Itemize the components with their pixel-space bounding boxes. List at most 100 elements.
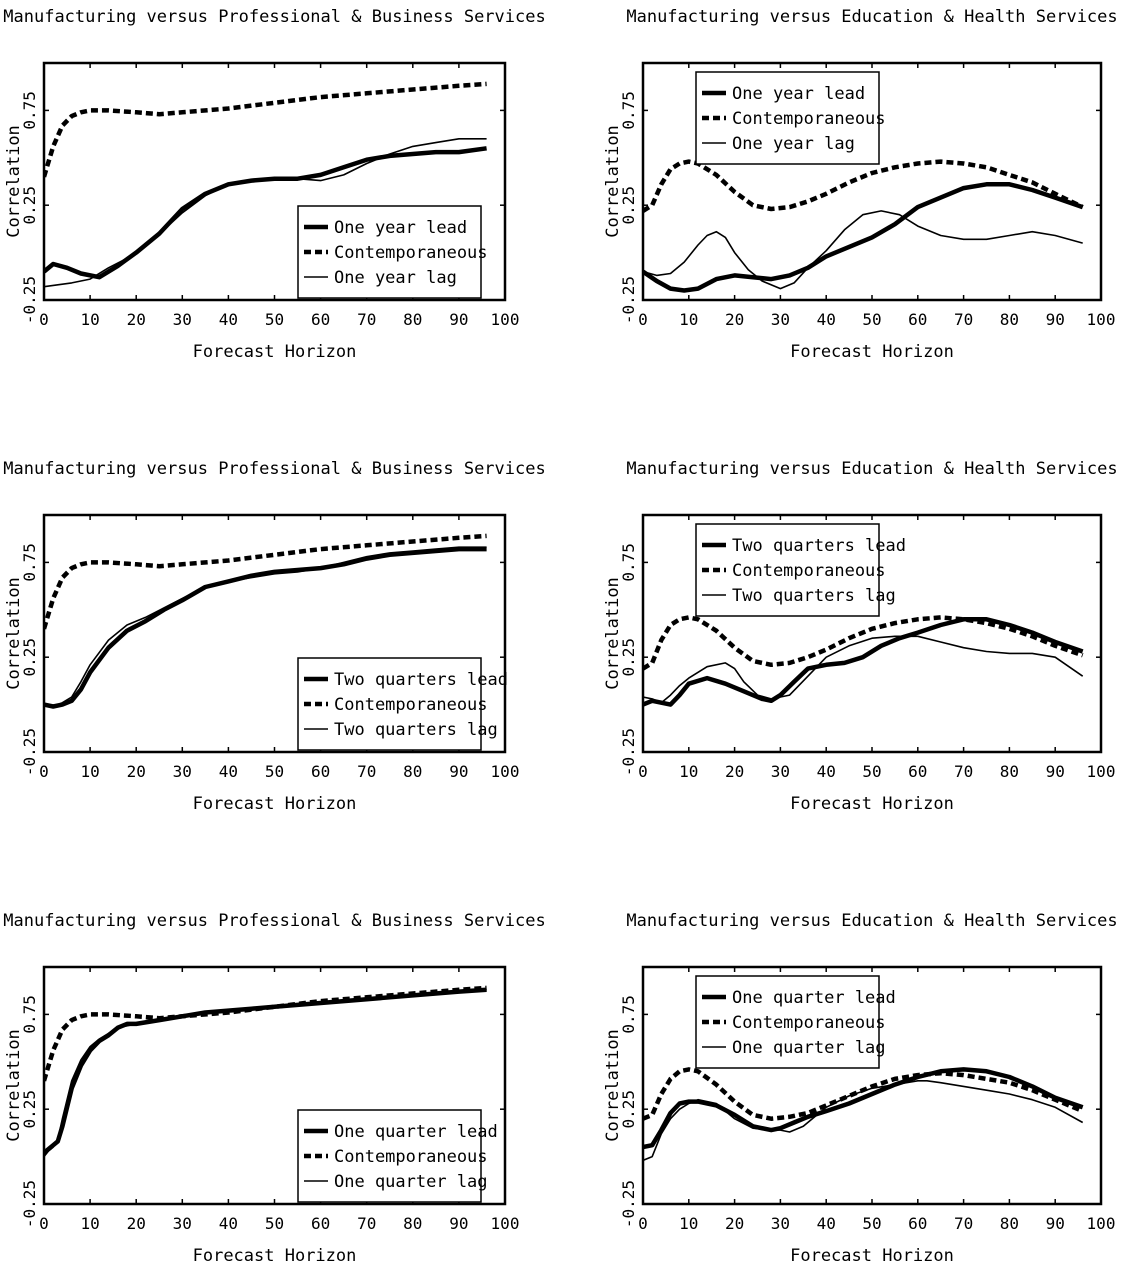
x-tick-label: 40 [817, 1214, 836, 1233]
x-tick-label: 20 [725, 762, 744, 781]
y-tick-label: -0.25 [20, 276, 39, 324]
x-tick-label: 90 [1046, 310, 1065, 329]
legend-entry: Contemporaneous [334, 695, 488, 715]
legend: Two quarters lead Contemporaneous Two quar… [695, 523, 906, 617]
legend: One quarter lead Contemporaneous One quart… [695, 975, 896, 1069]
x-tick-label: 70 [954, 762, 973, 781]
x-tick-label: 10 [80, 762, 99, 781]
x-tick-label: 80 [1000, 310, 1019, 329]
y-tick-label: 0.25 [619, 1090, 638, 1129]
y-axis-label: Correlation [4, 1029, 24, 1142]
x-tick-label: 60 [908, 310, 927, 329]
x-tick-label: 20 [127, 310, 146, 329]
chart-title: Manufacturing versus Education & Health … [626, 7, 1117, 27]
series-line-thin-solid [44, 138, 487, 288]
x-tick-label: 40 [219, 1214, 238, 1233]
x-tick-label: 80 [403, 762, 422, 781]
series-line-thin-solid [44, 989, 487, 1158]
x-tick-label: 30 [173, 762, 192, 781]
x-axis-label: Forecast Horizon [193, 1246, 357, 1266]
x-tick-label: 60 [311, 1214, 330, 1233]
chart-panel-6: Manufacturing versus Education & Health … [603, 911, 1118, 1266]
series-line-dashed [44, 81, 487, 178]
x-axis-label: Forecast Horizon [790, 1246, 954, 1266]
series-line-thin-solid [643, 1080, 1084, 1162]
legend-entry: Two quarters lag [334, 720, 498, 740]
x-tick-label: 70 [357, 1214, 376, 1233]
x-tick-label: 10 [80, 310, 99, 329]
x-tick-label: 50 [265, 1214, 284, 1233]
legend: One year lead Contemporaneous One year lag [297, 205, 488, 299]
y-tick-label: 0.25 [619, 186, 638, 225]
x-tick-label: 100 [1087, 1214, 1116, 1233]
y-axis-label: Correlation [4, 125, 24, 238]
series-line-dashed [44, 533, 487, 630]
x-tick-label: 100 [1087, 310, 1116, 329]
legend-entry: Two quarters lead [334, 670, 508, 690]
chart-panel-4: Manufacturing versus Education & Health … [603, 459, 1118, 814]
x-tick-label: 80 [403, 1214, 422, 1233]
x-tick-label: 0 [39, 1214, 49, 1233]
x-tick-label: 10 [679, 1214, 698, 1233]
legend-entry: One quarter lead [334, 1122, 498, 1142]
legend-entry: One year lag [334, 268, 457, 288]
x-tick-label: 90 [1046, 762, 1065, 781]
x-tick-label: 80 [1000, 762, 1019, 781]
x-tick-label: 50 [265, 310, 284, 329]
x-axis-label: Forecast Horizon [790, 794, 954, 814]
x-tick-label: 40 [817, 762, 836, 781]
chart-title: Manufacturing versus Education & Health … [626, 911, 1117, 931]
x-tick-label: 100 [1087, 762, 1116, 781]
x-tick-label: 100 [491, 762, 520, 781]
legend-entry: Contemporaneous [334, 243, 488, 263]
legend-box [297, 1109, 482, 1203]
x-tick-label: 100 [491, 1214, 520, 1233]
x-tick-label: 20 [725, 1214, 744, 1233]
x-axis-label: Forecast Horizon [790, 342, 954, 362]
x-tick-label: 30 [173, 310, 192, 329]
x-axis-label: Forecast Horizon [193, 794, 357, 814]
legend-entry: Two quarters lead [732, 536, 906, 556]
chart-panel-5: Manufacturing versus Professional & Busi… [3, 911, 545, 1266]
legend-entry: One year lead [334, 218, 467, 238]
legend: One year lead Contemporaneous One year lag [695, 71, 886, 165]
legend-box [297, 657, 482, 751]
x-tick-label: 40 [219, 762, 238, 781]
x-tick-label: 100 [491, 310, 520, 329]
x-tick-label: 50 [265, 762, 284, 781]
y-axis-label: Correlation [603, 1029, 623, 1142]
legend-entry: Two quarters lag [732, 586, 896, 606]
x-tick-label: 50 [862, 1214, 881, 1233]
legend-entry: Contemporaneous [732, 1013, 886, 1033]
x-tick-label: 10 [679, 310, 698, 329]
chart-panel-2: Manufacturing versus Education & Health … [603, 7, 1118, 362]
x-tick-label: 90 [1046, 1214, 1065, 1233]
y-tick-label: -0.25 [20, 1180, 39, 1228]
legend-entry: One year lag [732, 134, 855, 154]
series-line-dashed [44, 985, 487, 1082]
legend-entry: One year lead [732, 84, 865, 104]
series-line-thin-solid [643, 635, 1084, 704]
x-tick-label: 30 [771, 762, 790, 781]
x-tick-label: 60 [311, 310, 330, 329]
series-line-thin-solid [643, 210, 1083, 290]
y-axis-label: Correlation [603, 577, 623, 690]
x-tick-label: 90 [449, 762, 468, 781]
series-line-thin-solid [44, 546, 487, 708]
legend-entry: One quarter lag [334, 1172, 488, 1192]
legend-box [297, 205, 482, 299]
legend-entry: Contemporaneous [732, 561, 886, 581]
series-line-thick-solid [643, 182, 1084, 293]
series-line-thick-solid [643, 617, 1084, 707]
x-tick-label: 10 [679, 762, 698, 781]
x-tick-label: 30 [173, 1214, 192, 1233]
y-tick-label: -0.25 [619, 728, 638, 776]
legend: Two quarters lead Contemporaneous Two quar… [297, 657, 508, 751]
y-tick-label: -0.25 [619, 276, 638, 324]
x-tick-label: 90 [449, 1214, 468, 1233]
y-tick-label: 0.75 [619, 543, 638, 582]
legend-entry: One quarter lead [732, 988, 896, 1008]
x-tick-label: 90 [449, 310, 468, 329]
chart-title: Manufacturing versus Professional & Busi… [3, 459, 545, 479]
x-tick-label: 0 [39, 762, 49, 781]
